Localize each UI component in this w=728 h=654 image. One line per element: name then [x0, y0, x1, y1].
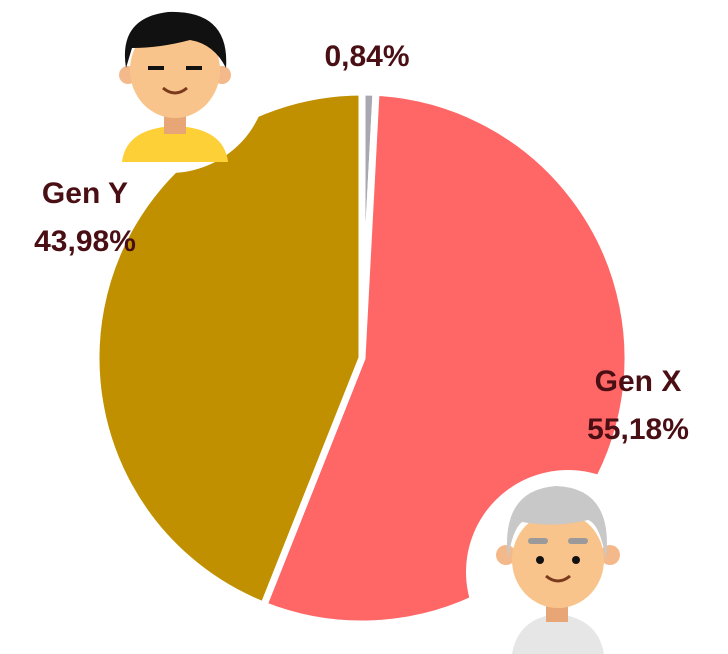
- avatar-brow: [528, 538, 548, 544]
- avatar-eye: [186, 66, 202, 70]
- labels: 0,84% Gen X 55,18% Gen Y 43,98%: [34, 40, 689, 446]
- avatar-shirt: [512, 614, 604, 654]
- avatar-mouth: [545, 574, 571, 583]
- avatar-eye: [572, 556, 580, 564]
- avatar-brow: [568, 538, 588, 544]
- avatars: [72, 0, 670, 654]
- avatar-eye: [148, 66, 164, 70]
- value-label: 0,84%: [324, 40, 409, 73]
- avatar-ear: [496, 545, 516, 565]
- value-label: 43,98%: [34, 225, 136, 258]
- avatar-shirt: [122, 126, 228, 162]
- value-label: 55,18%: [587, 413, 689, 446]
- avatar-hair: [124, 11, 227, 68]
- avatar-eye: [536, 556, 544, 564]
- avatar-mouth: [162, 86, 188, 95]
- slice-name: Gen Y: [42, 177, 128, 210]
- avatar-face: [512, 512, 604, 608]
- slice-name: Gen X: [595, 365, 682, 398]
- avatar-hair: [507, 486, 607, 560]
